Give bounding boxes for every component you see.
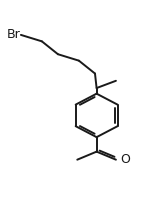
Text: Br: Br xyxy=(7,28,21,41)
Text: O: O xyxy=(120,153,130,166)
